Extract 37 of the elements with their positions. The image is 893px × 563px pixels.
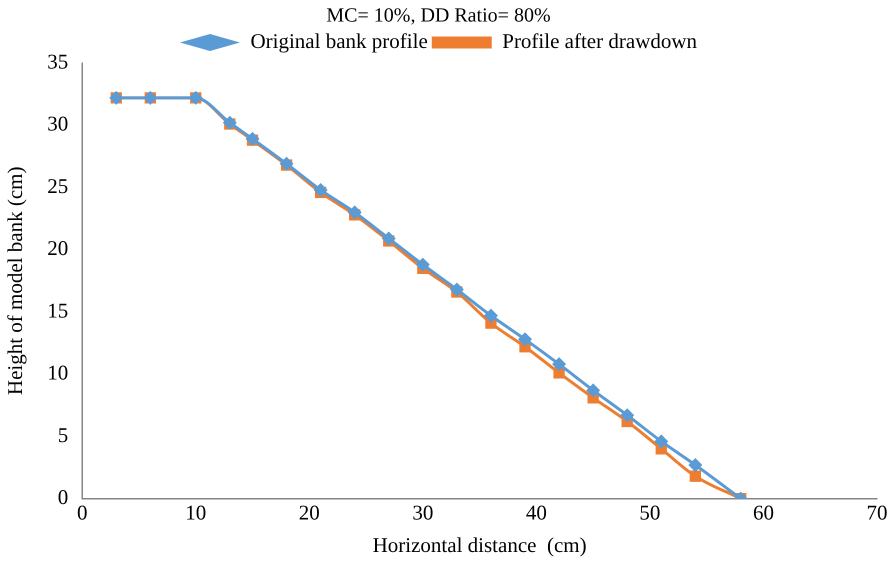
y-tick-label: 10: [47, 360, 68, 385]
y-tick-label: 5: [58, 422, 68, 447]
x-tick-label: 30: [412, 500, 434, 525]
point: [688, 458, 702, 472]
point: [382, 231, 396, 246]
point: [484, 308, 498, 323]
legend-label: Original bank profile: [250, 29, 428, 54]
y-tick-label: 25: [47, 174, 68, 198]
x-tick-label: 50: [639, 500, 660, 525]
x-axis-title: Horizontal distance (cm): [372, 532, 587, 557]
point: [654, 434, 668, 448]
x-tick-label: 10: [185, 500, 206, 525]
y-tick-label: 20: [47, 236, 68, 260]
point: [586, 383, 600, 398]
point: [552, 357, 566, 372]
x-tick-label: 40: [526, 500, 547, 525]
y-tick-label: 35: [47, 50, 68, 74]
legend-label: Profile after drawdown: [502, 29, 698, 54]
point: [246, 132, 260, 146]
y-axis-title: Height of model bank (cm): [3, 166, 28, 396]
y-tick-label: 15: [47, 298, 68, 322]
point: [280, 156, 294, 171]
y-tick-label: 0: [58, 485, 68, 510]
point: [690, 470, 701, 482]
x-tick-label: 20: [298, 500, 320, 525]
x-tick-label: 0: [76, 500, 88, 525]
chart-title: MC= 10%, DD Ratio= 80%: [326, 4, 551, 26]
point: [314, 182, 328, 197]
y-tick-label: 30: [47, 112, 68, 136]
point: [518, 332, 532, 346]
x-tick-label: 70: [866, 500, 888, 525]
x-tick-label: 60: [752, 500, 774, 525]
point: [620, 408, 634, 422]
point: [222, 116, 237, 130]
point: [450, 282, 464, 297]
point: [348, 205, 362, 220]
point: [416, 258, 430, 272]
